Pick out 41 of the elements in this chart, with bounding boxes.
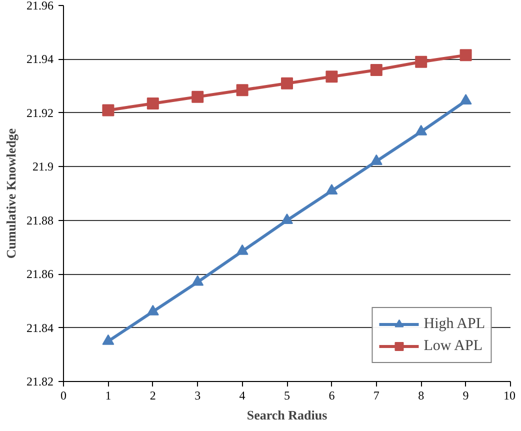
point [370,64,382,76]
point [236,84,248,96]
y-tick-label: 21.84 [26,320,54,335]
point [460,49,472,62]
point [146,98,159,110]
point [415,124,428,136]
legend-label: Low APL [424,338,482,354]
point [192,275,204,286]
point [236,244,248,255]
y-tick-label: 21.82 [26,374,54,388]
x-tick-label: 8 [418,388,424,402]
point [326,184,338,194]
x-tick-label: 0 [60,388,66,402]
y-tick-label: 21.92 [26,106,54,120]
point [102,334,114,345]
x-tick-label: 6 [328,388,335,402]
x-tick-label: 1 [105,388,112,402]
point [281,214,293,224]
x-tick-label: 5 [284,388,290,402]
x-tick-label: 10 [504,388,516,402]
y-tick-label: 21.96 [26,0,54,12]
point [370,154,382,165]
y-tick-label: 21.88 [26,213,54,228]
x-tick-label: 7 [373,388,380,402]
point [192,90,204,103]
x-tick-label: 2 [150,388,156,402]
x-axis-title: Search Radius [246,408,328,422]
point [146,304,159,316]
legend-label: High APL [424,316,485,332]
y-tick-label: 21.86 [26,267,54,282]
y-tick-label: 21.94 [26,52,54,66]
point [460,94,472,105]
y-tick-label: 21.9 [32,160,54,174]
point [415,56,428,68]
x-tick-label: 9 [462,388,469,402]
x-tick-label: 4 [239,388,246,402]
y-axis-title: Cumulative Knowledge [4,128,18,259]
point [281,77,293,90]
point [326,70,338,83]
point [102,104,114,116]
x-tick-label: 3 [194,388,201,402]
